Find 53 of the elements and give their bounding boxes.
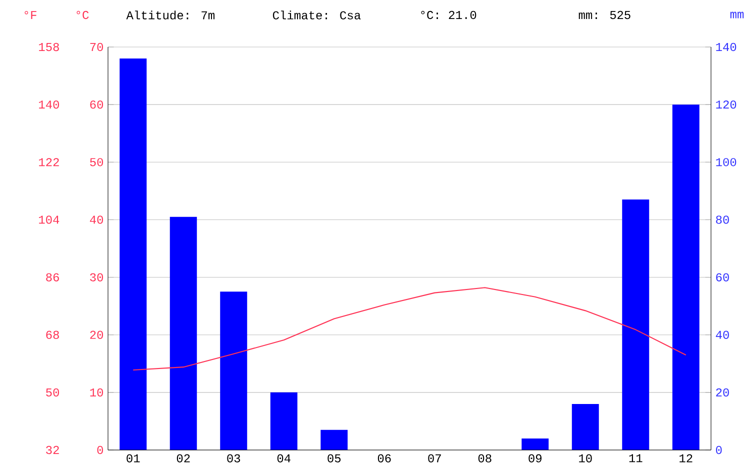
y3-tick-label: 50 [46, 388, 59, 396]
y2-axis-title: mm [730, 12, 744, 18]
y-tick-label: 70 [90, 42, 103, 51]
y3-tick-label: 158 [38, 42, 59, 51]
y-axis-title: °C [76, 10, 89, 19]
x-tick-label: 01 [126, 454, 140, 462]
y3-tick-label: 140 [38, 100, 59, 108]
text: mm: 525 [578, 10, 630, 19]
text: Climate: Csa [272, 10, 361, 20]
x-tick-label: 08 [478, 454, 492, 462]
y2-tick-label: 80 [716, 215, 729, 224]
bar [220, 291, 248, 450]
x-tick-label: 12 [680, 454, 692, 462]
y2-tick-label: 40 [716, 330, 729, 339]
x-tick-label: 11 [629, 454, 642, 462]
y-tick-label: 50 [90, 158, 103, 166]
y2-tick-label: 140 [716, 42, 736, 51]
y-tick-label: 0 [97, 446, 103, 454]
bar [622, 199, 650, 450]
x-tick-label: 03 [227, 454, 240, 462]
y3-tick-label: 86 [46, 273, 59, 282]
x-tick-label: 06 [378, 454, 391, 462]
bar [572, 404, 599, 450]
y-tick-label: 20 [90, 330, 103, 339]
bar [120, 58, 147, 450]
line-series [132, 286, 686, 370]
x-tick-label: 05 [328, 454, 341, 462]
y-tick-label: 60 [90, 100, 103, 108]
bar [270, 392, 298, 450]
y2-tick-label: 120 [716, 100, 736, 108]
x-tick-label: 09 [528, 454, 542, 462]
x-tick-label: 07 [428, 454, 441, 462]
y3-tick-label: 68 [46, 330, 59, 339]
x-tick-label: 04 [277, 454, 290, 462]
bar [320, 430, 348, 450]
y2-tick-label: 0 [716, 446, 722, 454]
bar [522, 438, 549, 450]
text: Altitude: 7m [126, 10, 214, 20]
text: °C: 21.0 [421, 10, 476, 19]
bar [170, 216, 197, 450]
y2-tick-label: 100 [716, 158, 736, 166]
y-tick-label: 40 [90, 215, 103, 224]
y3-axis-title: °F [24, 10, 36, 19]
y2-tick-label: 60 [716, 273, 729, 282]
y3-tick-label: 32 [46, 446, 59, 454]
y2-tick-label: 20 [716, 388, 729, 396]
y-tick-label: 30 [90, 273, 103, 282]
x-tick-label: 10 [579, 454, 592, 462]
y-tick-label: 10 [90, 388, 103, 396]
y3-tick-label: 122 [38, 158, 59, 166]
bar [672, 104, 700, 450]
y3-tick-label: 104 [38, 215, 60, 224]
x-tick-label: 02 [176, 454, 190, 462]
